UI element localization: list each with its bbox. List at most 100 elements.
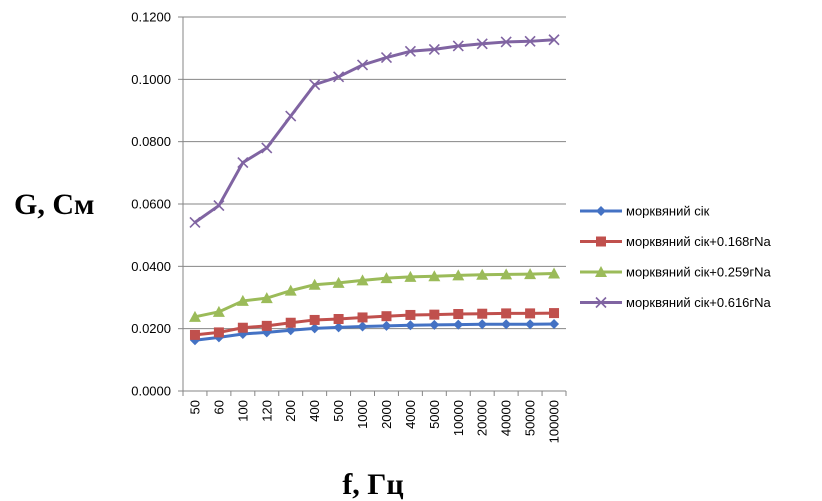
legend-label: морквяний сік+0.616гNa bbox=[626, 295, 772, 310]
legend-label: морквяний сік+0.259гNa bbox=[626, 265, 772, 280]
data-point bbox=[188, 310, 201, 322]
legend-swatch-marker bbox=[595, 266, 607, 277]
data-point bbox=[476, 268, 489, 280]
x-tick-label: 200 bbox=[283, 400, 298, 422]
x-tick-label: 10000 bbox=[451, 400, 466, 436]
data-point bbox=[476, 38, 488, 50]
legend-entry: морквяний сік+0.168гNa bbox=[580, 234, 772, 249]
series-group bbox=[188, 34, 561, 346]
y-axis-title: G, См bbox=[14, 188, 94, 221]
series-line bbox=[194, 311, 555, 337]
y-tick-label: 0.1000 bbox=[131, 72, 171, 87]
x-tick-label: 500 bbox=[331, 400, 346, 422]
data-point bbox=[261, 142, 273, 154]
data-point bbox=[213, 327, 224, 338]
series-3 bbox=[188, 267, 561, 322]
data-point bbox=[404, 45, 416, 57]
legend-label: морквяний сік bbox=[626, 204, 710, 219]
series-4 bbox=[189, 34, 560, 228]
x-axis-title: f, Гц bbox=[342, 468, 403, 501]
data-point bbox=[284, 284, 297, 296]
data-point bbox=[212, 305, 225, 317]
data-point bbox=[501, 308, 512, 319]
data-point bbox=[333, 322, 344, 333]
data-point bbox=[381, 311, 392, 322]
data-point bbox=[452, 269, 465, 281]
series-line bbox=[194, 272, 555, 319]
x-tick-label: 40000 bbox=[499, 400, 514, 436]
y-tick-label: 0.0800 bbox=[131, 134, 171, 149]
legend-entry: морквяний сік+0.616гNa bbox=[580, 295, 772, 310]
data-point bbox=[501, 319, 512, 330]
x-tick-label: 400 bbox=[307, 400, 322, 422]
data-point bbox=[477, 308, 488, 319]
y-tick-label: 0.1200 bbox=[131, 10, 171, 25]
data-point bbox=[525, 319, 536, 330]
series-2 bbox=[189, 308, 560, 340]
x-tick-label: 4000 bbox=[403, 400, 418, 429]
series-line bbox=[194, 322, 555, 342]
data-point bbox=[309, 323, 320, 334]
data-point bbox=[260, 292, 273, 304]
data-point bbox=[477, 319, 488, 330]
x-tick-label: 100000 bbox=[547, 400, 562, 443]
data-point bbox=[357, 312, 368, 323]
data-point bbox=[548, 34, 560, 46]
y-tick-label: 0.0200 bbox=[131, 321, 171, 336]
gridlines bbox=[183, 16, 566, 330]
data-point bbox=[356, 274, 369, 286]
legend-swatch-marker bbox=[596, 206, 606, 216]
y-tick-label: 0.0000 bbox=[131, 384, 171, 399]
data-point bbox=[189, 216, 201, 228]
legend-entry: морквяний сік bbox=[580, 204, 710, 219]
data-point bbox=[549, 308, 560, 319]
data-point bbox=[309, 314, 320, 325]
data-point bbox=[428, 270, 441, 282]
data-point bbox=[525, 308, 536, 319]
data-point bbox=[333, 314, 344, 325]
x-tick-label: 5000 bbox=[427, 400, 442, 429]
data-point bbox=[237, 322, 248, 333]
data-point bbox=[285, 110, 297, 122]
x-tick-label: 60 bbox=[211, 400, 226, 414]
x-tick-label: 50000 bbox=[523, 400, 538, 436]
data-point bbox=[453, 309, 464, 320]
data-point bbox=[500, 36, 512, 48]
data-point bbox=[453, 319, 464, 330]
data-point bbox=[500, 268, 513, 280]
x-tick-label: 2000 bbox=[379, 400, 394, 429]
data-point bbox=[285, 317, 296, 328]
x-tick-label: 100 bbox=[235, 400, 250, 422]
data-point bbox=[309, 79, 321, 91]
data-point bbox=[524, 35, 536, 47]
x-tick-label: 50 bbox=[187, 400, 202, 414]
data-point bbox=[452, 40, 464, 52]
x-tick-label: 120 bbox=[259, 400, 274, 422]
x-axis-ticks: 50 60 100 120 200 400 500 1000 2000 4000 5000 10000… bbox=[182, 391, 567, 443]
legend-label: морквяний сік+0.168гNa bbox=[626, 234, 772, 249]
x-tick-label: 20000 bbox=[475, 400, 490, 436]
data-point bbox=[429, 319, 440, 330]
data-point bbox=[380, 51, 393, 64]
legend-swatch-marker bbox=[595, 296, 607, 309]
data-point bbox=[189, 329, 200, 340]
data-point bbox=[237, 156, 249, 169]
legend-swatch-marker bbox=[596, 236, 606, 247]
data-point bbox=[549, 318, 560, 329]
data-point bbox=[405, 320, 416, 331]
y-tick-label: 0.0600 bbox=[131, 197, 171, 212]
y-tick-label: 0.0400 bbox=[131, 259, 171, 274]
data-point bbox=[357, 321, 368, 332]
data-point bbox=[381, 320, 392, 331]
y-axis-ticks: 0.0000 0.0200 0.0400 0.0600 0.0800 0.1000 0.12… bbox=[131, 10, 183, 399]
data-point bbox=[332, 276, 345, 288]
data-point bbox=[333, 71, 345, 83]
data-point bbox=[213, 199, 225, 212]
series-line bbox=[194, 38, 555, 224]
x-tick-label: 1000 bbox=[355, 400, 370, 429]
data-point bbox=[429, 309, 440, 320]
data-point bbox=[261, 320, 272, 331]
data-point bbox=[428, 43, 440, 55]
legend: морквяний сік морквяний сік+0.168гNa моркв… bbox=[580, 204, 772, 310]
